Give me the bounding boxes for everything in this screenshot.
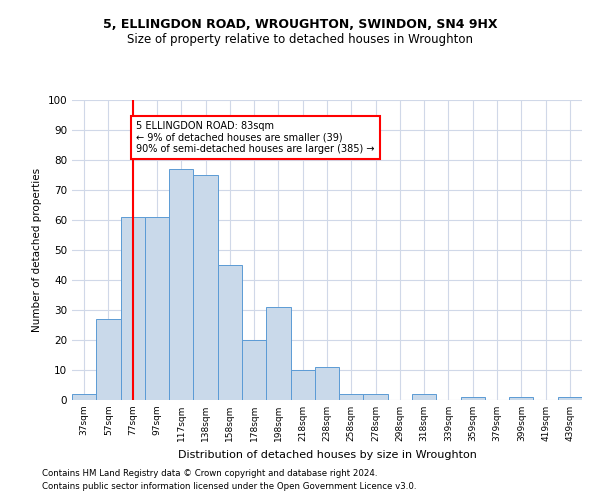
Text: Contains HM Land Registry data © Crown copyright and database right 2024.: Contains HM Land Registry data © Crown c… [42,468,377,477]
Bar [558,397,582,400]
Bar [193,175,218,400]
Bar [121,217,145,400]
Bar [364,394,388,400]
Bar [242,340,266,400]
Bar [461,397,485,400]
Bar [145,217,169,400]
Bar [315,367,339,400]
Bar [509,397,533,400]
X-axis label: Distribution of detached houses by size in Wroughton: Distribution of detached houses by size … [178,450,476,460]
Text: Contains public sector information licensed under the Open Government Licence v3: Contains public sector information licen… [42,482,416,491]
Bar [339,394,364,400]
Bar [290,370,315,400]
Bar [412,394,436,400]
Bar [218,265,242,400]
Bar [96,319,121,400]
Text: 5 ELLINGDON ROAD: 83sqm
← 9% of detached houses are smaller (39)
90% of semi-det: 5 ELLINGDON ROAD: 83sqm ← 9% of detached… [136,121,375,154]
Bar [266,307,290,400]
Bar [169,169,193,400]
Text: Size of property relative to detached houses in Wroughton: Size of property relative to detached ho… [127,32,473,46]
Y-axis label: Number of detached properties: Number of detached properties [32,168,42,332]
Text: 5, ELLINGDON ROAD, WROUGHTON, SWINDON, SN4 9HX: 5, ELLINGDON ROAD, WROUGHTON, SWINDON, S… [103,18,497,30]
Bar [72,394,96,400]
